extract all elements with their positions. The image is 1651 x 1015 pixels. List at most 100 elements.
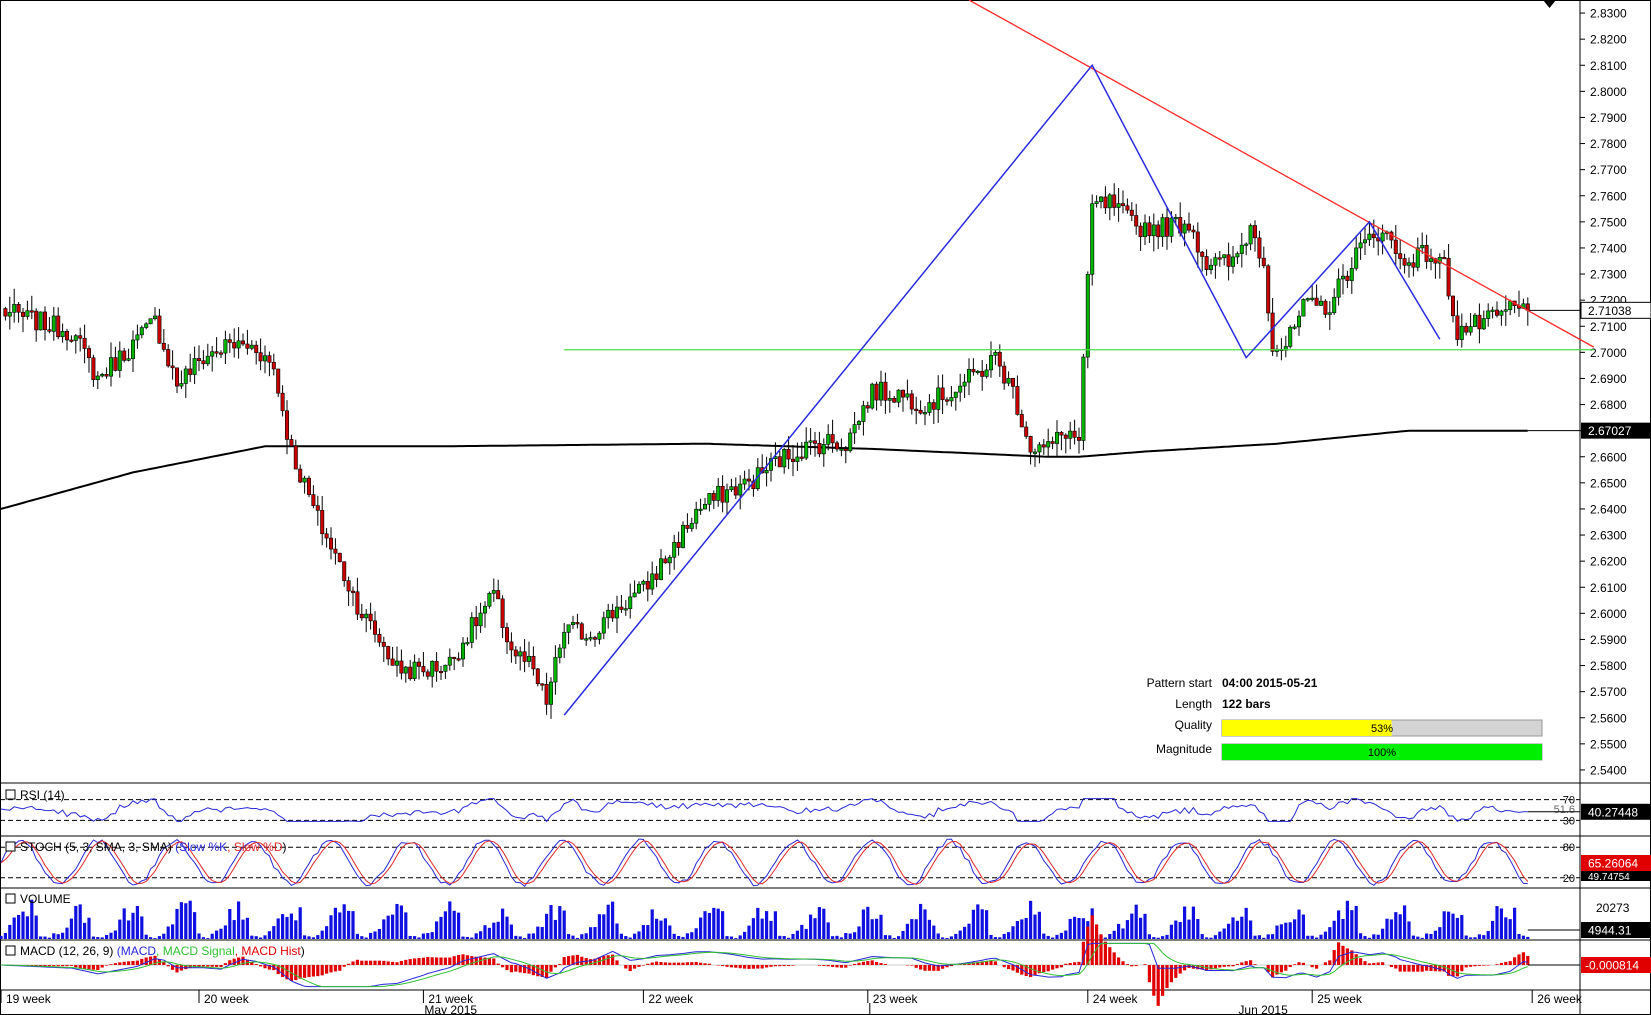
macd-hist-bar — [646, 963, 650, 965]
pattern-overlay — [563, 0, 1595, 716]
magnitude-value: 100% — [1368, 747, 1396, 759]
volume-bar — [571, 935, 575, 939]
price-tick-label: 2.6000 — [1590, 607, 1627, 621]
candle-body — [390, 658, 395, 666]
volume-bar — [646, 925, 650, 939]
candle-body — [1050, 441, 1055, 444]
volume-bar — [712, 907, 716, 939]
volume-bar — [1029, 900, 1033, 939]
volume-bar — [558, 906, 562, 939]
macd-hist-bar — [914, 965, 918, 968]
candle-body — [997, 352, 1002, 367]
candle-body — [434, 661, 439, 672]
volume-bar — [1381, 928, 1385, 939]
candle-body — [205, 355, 210, 365]
candle-body — [914, 408, 919, 411]
macd-hist-bar — [1381, 962, 1385, 965]
volume-bar — [395, 903, 399, 939]
candle-body — [144, 323, 149, 328]
macd-hist-bar — [1517, 954, 1521, 965]
candle-body — [1341, 275, 1346, 280]
volume-bar — [105, 935, 109, 939]
macd-hist-bar — [47, 965, 51, 967]
volume-collapse-icon — [5, 893, 16, 904]
macd-hist-bar — [958, 964, 962, 965]
volume-bar — [945, 937, 949, 939]
volume-bar — [166, 926, 170, 939]
candle-body — [716, 485, 721, 501]
stoch-value-label: 65.26064 — [1588, 857, 1638, 871]
volume-bar — [932, 925, 936, 939]
volume-bar — [1438, 927, 1442, 939]
macd-hist-bar — [1521, 952, 1525, 965]
macd-hist-bar — [228, 960, 232, 965]
volume-bar — [813, 918, 817, 939]
macd-hist-bar — [201, 965, 205, 967]
macd-hist-bar — [426, 957, 430, 965]
candle-body — [1169, 217, 1174, 237]
macd-hist-bar — [505, 965, 509, 971]
time-axis: 19 week 20 week 21 week 22 week 23 week 24 we… — [0, 990, 1583, 1015]
candle-body — [874, 383, 879, 401]
macd-hist-bar — [1416, 965, 1420, 972]
volume-bar — [1411, 935, 1415, 939]
candle-body — [808, 440, 813, 443]
candle-body — [460, 642, 465, 660]
candle-body — [350, 590, 355, 593]
volume-bar — [976, 904, 980, 939]
candle-body — [364, 613, 369, 619]
price-tick-label: 2.6600 — [1590, 450, 1627, 464]
candle-body — [1310, 297, 1315, 300]
macd-hist-bar — [496, 963, 500, 965]
candle-body — [1059, 431, 1064, 436]
volume-bar — [496, 921, 500, 939]
volume-bar — [870, 919, 874, 939]
macd-hist-bar — [391, 961, 395, 965]
macd-hist-bar — [1108, 947, 1112, 965]
volume-bar — [43, 936, 47, 939]
macd-hist-bar — [127, 961, 131, 965]
candle-body — [1041, 444, 1046, 448]
macd-hist-bar — [835, 965, 839, 968]
volume-bar — [347, 910, 351, 939]
volume-bar — [457, 912, 461, 939]
price-tick-label: 2.7600 — [1590, 189, 1627, 203]
candle-body — [922, 412, 927, 415]
candle-body — [702, 504, 707, 510]
macd-hist-bar — [483, 957, 487, 965]
macd-hist-bar — [1029, 965, 1033, 978]
macd-hist-bar — [655, 961, 659, 965]
candle-body — [78, 335, 83, 339]
volume-bar — [1073, 916, 1077, 939]
macd-hist-bar — [1499, 962, 1503, 965]
candle-body — [91, 357, 96, 381]
volume-bar — [281, 914, 285, 939]
macd-hist-bar — [109, 964, 113, 965]
macd-hist-bar — [531, 965, 535, 976]
candle-body — [909, 393, 914, 410]
candle-body — [698, 508, 703, 511]
candle-body — [412, 661, 417, 679]
volume-bar — [338, 912, 342, 939]
candle-body — [236, 340, 241, 349]
volume-bar — [426, 933, 430, 939]
volume-bar — [285, 916, 289, 939]
macd-hist-bar — [285, 965, 289, 980]
volume-bar — [980, 909, 984, 939]
candle-body — [680, 524, 685, 548]
volume-bar — [1205, 937, 1209, 939]
candle-body — [676, 542, 681, 548]
candle-body — [878, 381, 883, 401]
macd-hist-bar — [461, 954, 465, 965]
candle-body — [1248, 225, 1253, 245]
candle-body — [1033, 451, 1038, 454]
macd-hist-bar — [993, 961, 997, 965]
candle-body — [315, 505, 320, 511]
volume-bar — [809, 914, 813, 939]
volume-bar — [1425, 933, 1429, 939]
macd-hist-bar — [333, 965, 337, 972]
candle-body — [3, 308, 8, 317]
candle-body — [623, 608, 628, 611]
volume-bar — [509, 924, 513, 939]
candle-body — [812, 440, 817, 444]
